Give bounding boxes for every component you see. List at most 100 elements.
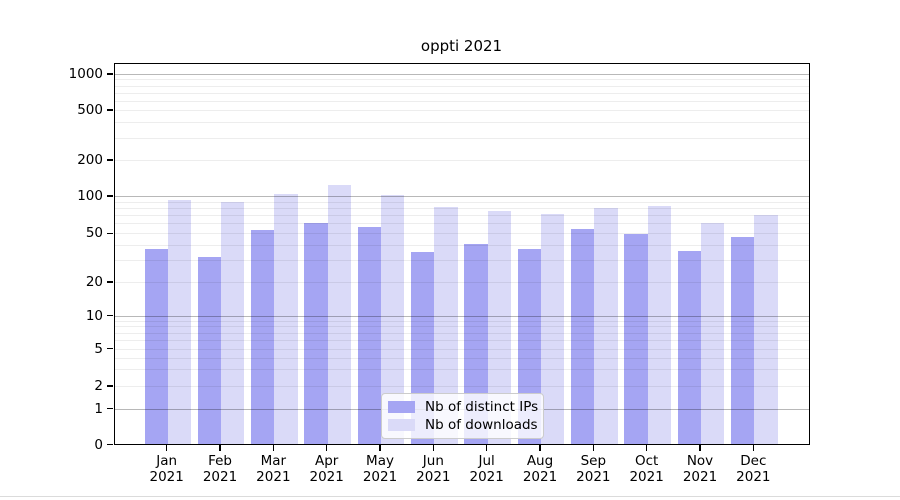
bar-ips-oct	[624, 234, 648, 445]
bar-downloads-jun	[434, 206, 458, 445]
x-tick-label-apr: Apr 2021	[297, 453, 357, 485]
x-tick-label-jun: Jun 2021	[403, 453, 463, 485]
y-tick-label-20: 20	[85, 274, 103, 290]
y-tick-label-2: 2	[94, 378, 103, 394]
x-tick-year: 2021	[629, 468, 664, 485]
x-tick-label-mar: Mar 2021	[243, 453, 303, 485]
x-tick-mark-jan	[166, 444, 168, 451]
bar-ips-mar	[251, 230, 275, 445]
legend-label-ips: Nb of distinct IPs	[425, 399, 539, 415]
x-tick-label-jul: Jul 2021	[457, 453, 517, 485]
y-tick-mark-50	[107, 232, 113, 234]
x-tick-year: 2021	[309, 468, 344, 485]
gridline-minor-3	[114, 369, 809, 371]
legend-row-ips: Nb of distinct IPs	[388, 399, 539, 415]
gridline-minor-20	[114, 282, 809, 283]
x-tick-year: 2021	[469, 468, 504, 485]
gridline-major-10	[114, 315, 809, 317]
gridline-minor-40	[114, 245, 809, 247]
gridline-minor-900	[114, 79, 809, 81]
y-tick-mark-1000	[107, 73, 113, 75]
x-tick-mark-dec	[752, 444, 755, 451]
gridline-minor-600	[114, 100, 809, 102]
x-tick-year: 2021	[576, 468, 611, 485]
bar-ips-jan	[144, 249, 168, 445]
x-tick-month: Feb	[208, 452, 232, 469]
y-tick-mark-10	[107, 315, 113, 317]
gridline-minor-700	[114, 92, 809, 94]
bar-ips-feb	[197, 257, 222, 445]
bar-downloads-sep	[594, 207, 618, 445]
x-tick-mark-aug	[539, 444, 541, 451]
y-tick-label-200: 200	[77, 152, 103, 168]
gridline-minor-200	[114, 160, 809, 161]
x-tick-month: May	[366, 452, 394, 469]
legend-swatch-ips	[388, 401, 415, 413]
gridline-minor-70	[114, 215, 809, 217]
bottom-hairline	[0, 496, 900, 497]
gridline-minor-7	[114, 332, 809, 334]
bar-downloads-oct	[647, 205, 671, 445]
x-tick-month: Aug	[526, 452, 554, 469]
x-tick-label-jan: Jan 2021	[137, 453, 197, 485]
bar-ips-may	[357, 227, 381, 445]
bar-downloads-nov	[701, 222, 725, 445]
x-tick-year: 2021	[256, 468, 291, 485]
x-tick-month: Jul	[478, 452, 495, 469]
gridline-major-1000	[114, 74, 809, 75]
y-tick-mark-200	[107, 159, 113, 161]
y-tick-label-1: 1	[94, 400, 103, 417]
gridline-major-100	[114, 195, 809, 197]
x-tick-label-aug: Aug 2021	[510, 453, 570, 485]
legend-label-downloads: Nb of downloads	[425, 417, 538, 433]
x-tick-year: 2021	[202, 468, 238, 485]
gridline-minor-4	[114, 357, 809, 359]
x-tick-month: Dec	[740, 452, 767, 469]
bar-downloads-aug	[541, 213, 565, 445]
x-tick-mark-nov	[699, 444, 701, 451]
plot-area: Nb of distinct IPs Nb of downloads	[113, 63, 810, 445]
x-tick-month: Mar	[260, 452, 287, 469]
gridline-minor-5	[114, 348, 809, 350]
gridline-minor-50	[114, 233, 809, 235]
bar-downloads-dec	[754, 215, 778, 445]
bar-ips-dec	[731, 236, 755, 445]
x-tick-month: Apr	[315, 452, 339, 469]
gridline-minor-800	[114, 85, 809, 87]
gridline-minor-6	[114, 339, 809, 341]
bar-downloads-jul	[487, 210, 511, 445]
gridline-minor-300	[114, 137, 809, 139]
x-tick-year: 2021	[736, 468, 771, 485]
bar-downloads-feb	[221, 201, 245, 445]
y-tick-label-10: 10	[85, 307, 103, 324]
y-tick-mark-500	[107, 109, 113, 111]
x-tick-mark-feb	[219, 444, 221, 451]
y-tick-mark-100	[107, 195, 113, 197]
x-tick-year: 2021	[682, 468, 718, 485]
x-tick-mark-may	[379, 444, 381, 451]
x-tick-year: 2021	[362, 468, 398, 485]
bar-downloads-mar	[274, 193, 298, 445]
bar-ips-apr	[304, 222, 328, 445]
x-tick-year: 2021	[522, 468, 558, 485]
legend-row-downloads: Nb of downloads	[388, 417, 538, 433]
bar-ips-nov	[677, 250, 701, 445]
y-tick-label-50: 50	[85, 225, 103, 242]
x-tick-mark-jul	[485, 444, 488, 451]
x-tick-mark-sep	[592, 444, 595, 451]
bar-downloads-jan	[167, 200, 191, 445]
y-tick-mark-1	[107, 407, 113, 410]
gridline-minor-60	[114, 223, 809, 225]
x-tick-month: Jun	[422, 452, 444, 469]
x-tick-month: Nov	[686, 452, 714, 469]
y-tick-mark-0	[107, 443, 113, 446]
x-tick-month: Oct	[634, 452, 659, 469]
y-tick-mark-5	[107, 347, 113, 350]
y-tick-label-5: 5	[94, 340, 103, 357]
y-tick-mark-20	[107, 281, 113, 283]
x-tick-label-dec: Dec 2021	[723, 453, 783, 485]
gridline-minor-80	[114, 207, 809, 209]
legend: Nb of distinct IPs Nb of downloads	[381, 393, 544, 439]
x-tick-year: 2021	[149, 468, 184, 485]
